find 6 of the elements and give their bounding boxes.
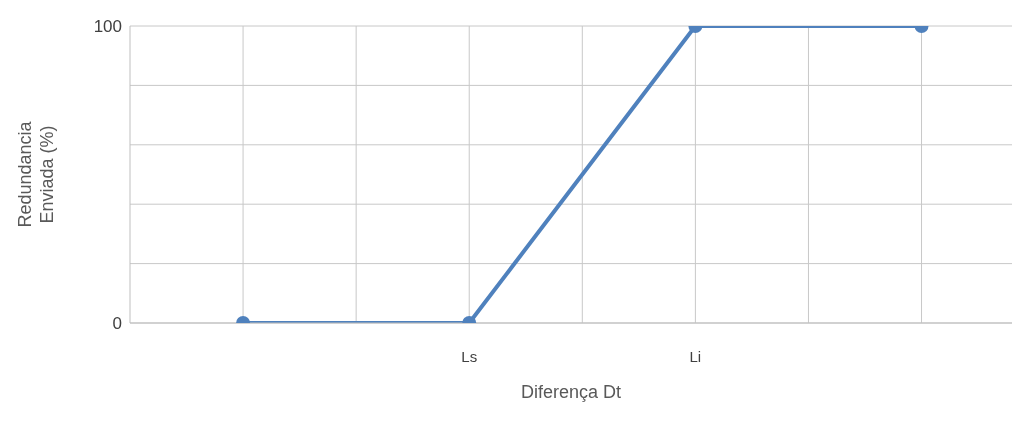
y-tick-label: 0 <box>112 314 122 334</box>
x-tick-label: Li <box>689 347 702 365</box>
x-tick-label: Ls <box>461 347 478 365</box>
y-axis-title: Redundancia Enviada (%) <box>15 120 57 228</box>
x-axis-title: Diferença Dt <box>520 382 622 402</box>
y-tick-label: 100 <box>93 17 122 37</box>
